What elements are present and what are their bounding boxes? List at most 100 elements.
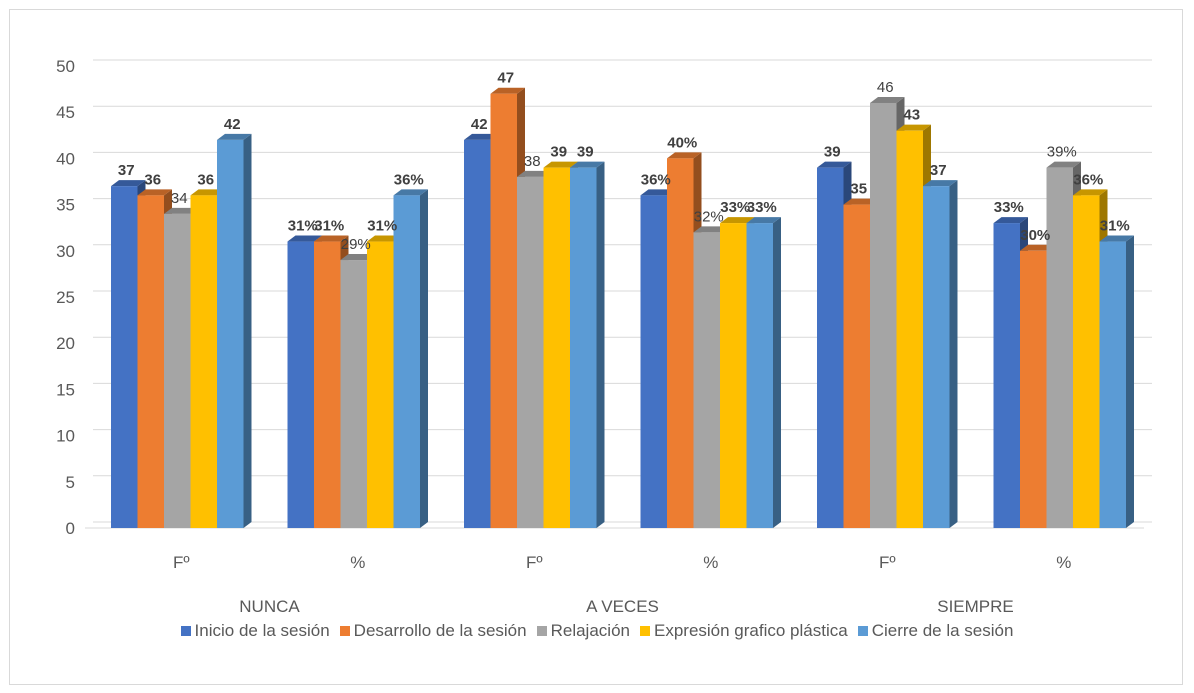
legend: Inicio de la sesión Desarrollo de la sesi… <box>0 621 1194 641</box>
bar <box>720 223 747 528</box>
bar-side <box>596 161 605 528</box>
data-label: 30% <box>1020 227 1050 244</box>
bar <box>367 241 394 528</box>
legend-label: Relajación <box>550 621 630 640</box>
bar-top <box>693 226 728 233</box>
data-label: 42 <box>471 116 488 133</box>
y-tick-label: 20 <box>56 334 75 353</box>
data-label: 36% <box>641 171 671 188</box>
bar <box>1073 195 1100 529</box>
bar-top <box>517 170 552 177</box>
data-label: 31% <box>1100 218 1130 235</box>
bar <box>314 241 341 528</box>
y-tick-label: 40 <box>56 149 75 168</box>
bar-top <box>667 152 702 159</box>
bar-top <box>896 124 931 131</box>
bar <box>340 260 367 528</box>
data-label: 31% <box>367 218 397 235</box>
y-tick-label: 10 <box>56 427 75 446</box>
bar-top <box>993 217 1028 224</box>
data-label: 37 <box>118 162 135 179</box>
legend-swatch <box>339 626 350 636</box>
legend-swatch <box>180 626 191 636</box>
bar <box>490 93 517 528</box>
bar <box>111 186 138 528</box>
bar-top <box>1046 161 1081 168</box>
legend-label: Expresión grafico plástica <box>653 621 848 640</box>
y-tick-label: 35 <box>56 196 75 215</box>
bar <box>137 195 164 529</box>
legend-item: Relajación <box>536 621 630 641</box>
data-label: 38 <box>524 153 541 170</box>
bar <box>1046 167 1073 528</box>
bar <box>570 167 597 528</box>
bar-side <box>949 180 958 528</box>
bar <box>870 102 897 529</box>
bar <box>667 158 694 528</box>
x-group-label: A VECES <box>586 597 659 616</box>
y-tick-label: 15 <box>56 380 75 399</box>
bar-top <box>490 87 525 94</box>
bar-side <box>1126 235 1134 528</box>
bar-top <box>111 180 146 187</box>
bars <box>111 87 1134 529</box>
data-label: 42 <box>224 116 241 133</box>
bar <box>843 204 870 528</box>
bar-top <box>1099 235 1134 242</box>
bar-top <box>870 96 905 103</box>
legend-item: Desarrollo de la sesión <box>339 621 527 641</box>
data-label: 36 <box>144 171 161 188</box>
data-label: 33% <box>720 199 750 216</box>
bar-top <box>314 235 349 242</box>
data-label: 35 <box>850 181 867 198</box>
y-tick-label: 5 <box>66 473 75 492</box>
bar-top <box>164 207 199 214</box>
bar-top <box>137 189 172 196</box>
bar <box>190 195 217 529</box>
bar <box>517 176 544 528</box>
data-label: 39 <box>550 144 567 161</box>
bar-top <box>464 133 499 140</box>
gridlines <box>85 59 1152 529</box>
data-label: 37 <box>930 162 947 179</box>
x-category-label: % <box>703 553 718 572</box>
bar-top <box>746 217 781 224</box>
bar <box>543 167 570 528</box>
data-label: 29% <box>341 236 371 253</box>
data-label: 39 <box>577 144 594 161</box>
data-label: 33% <box>994 199 1024 216</box>
legend-swatch <box>857 626 868 636</box>
bar-top <box>640 189 675 196</box>
legend-swatch <box>639 626 650 636</box>
data-label: 31% <box>314 218 344 235</box>
data-label: 46 <box>877 79 894 96</box>
data-label: 36% <box>394 171 424 188</box>
data-label: 31% <box>288 218 318 235</box>
bar-top <box>190 189 225 196</box>
bar <box>393 195 420 529</box>
y-tick-label: 30 <box>56 242 75 261</box>
data-label: 47 <box>497 70 514 87</box>
legend-item: Inicio de la sesión <box>180 621 330 641</box>
bar-top <box>1020 244 1055 251</box>
bar-top <box>923 180 958 187</box>
data-label: 39 <box>824 144 841 161</box>
bar-top <box>1073 189 1108 196</box>
bar-top <box>287 235 322 242</box>
bar-top <box>570 161 605 168</box>
bar <box>896 130 923 528</box>
bar <box>1020 250 1047 529</box>
legend-item: Cierre de la sesión <box>857 621 1014 641</box>
bar <box>923 186 950 528</box>
legend-label: Cierre de la sesión <box>871 621 1014 640</box>
data-label: 36% <box>1073 171 1103 188</box>
bar <box>640 195 667 529</box>
data-label: 36 <box>197 171 214 188</box>
y-tick-label: 0 <box>66 519 75 538</box>
bar <box>464 139 491 529</box>
data-label: 39% <box>1047 144 1077 161</box>
legend-swatch <box>536 626 547 636</box>
bar-top <box>720 217 755 224</box>
